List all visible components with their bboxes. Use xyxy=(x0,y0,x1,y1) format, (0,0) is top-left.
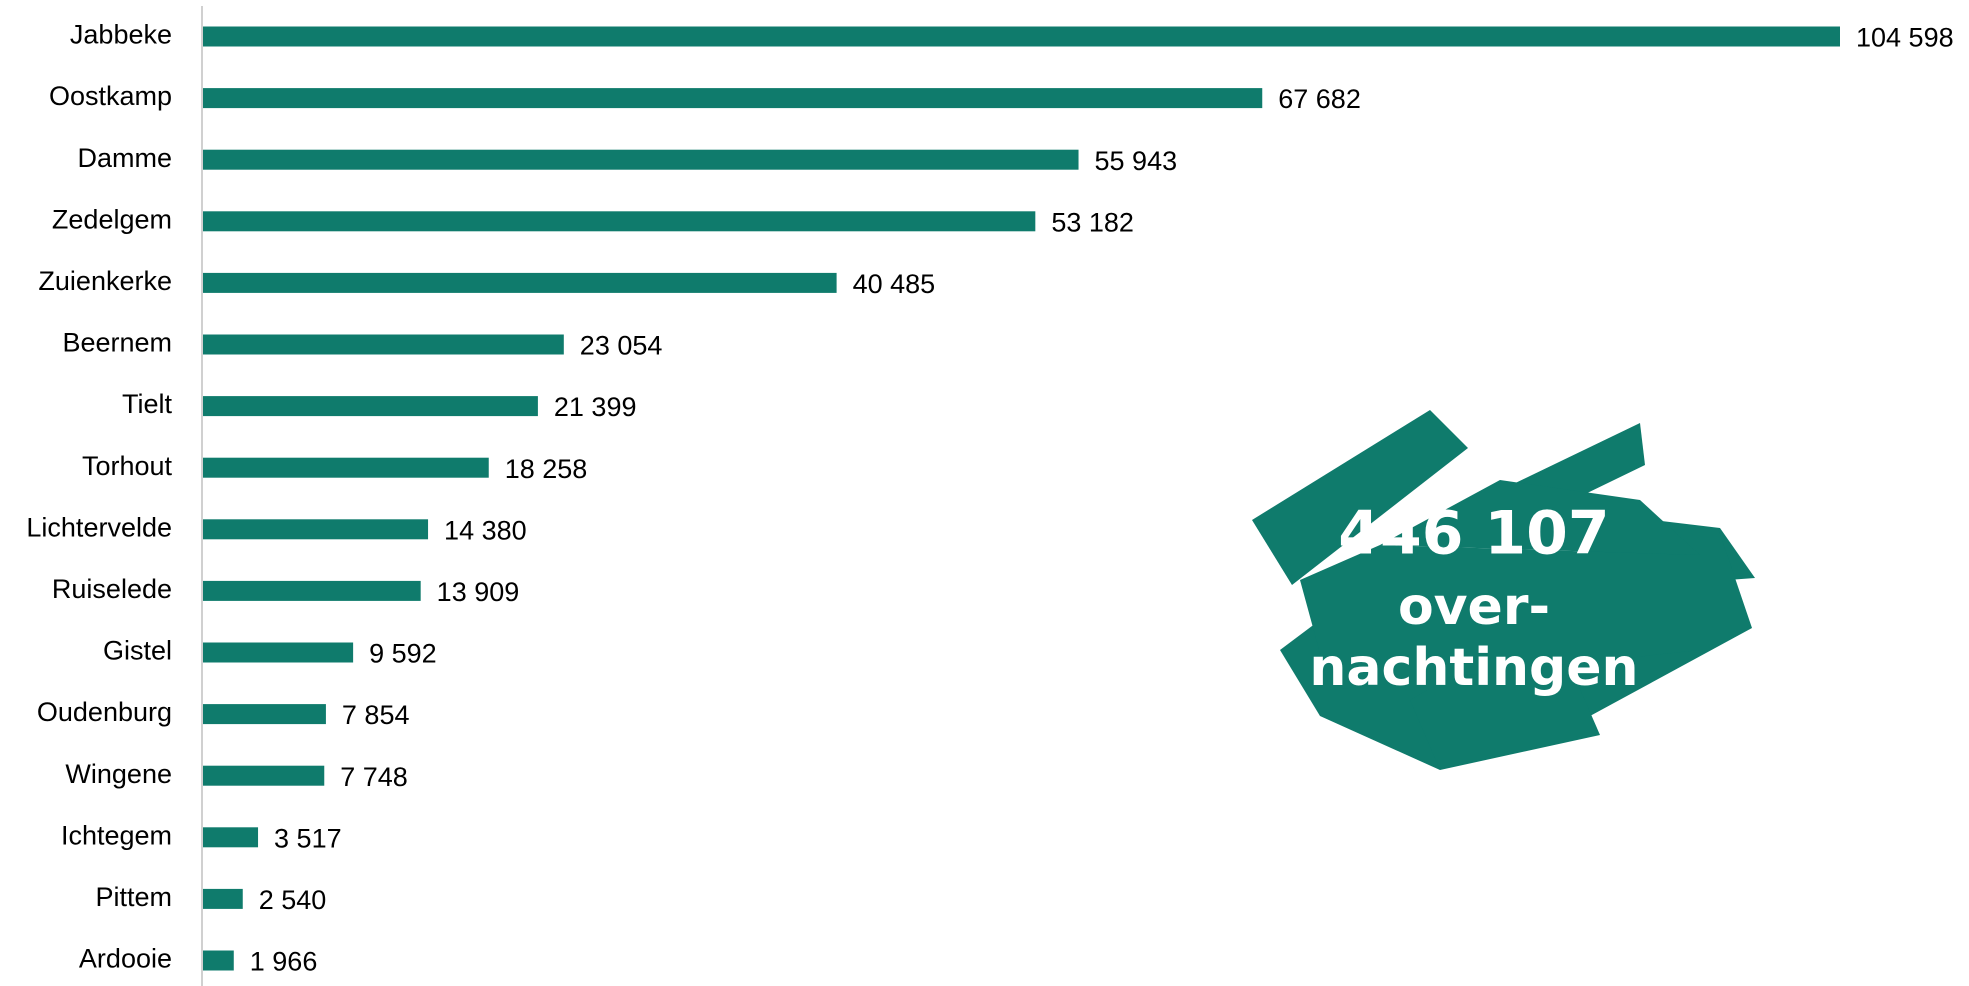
data-label: 21 399 xyxy=(554,392,637,422)
y-tick-label: Oostkamp xyxy=(49,81,172,111)
bar xyxy=(203,334,564,355)
y-tick-label: Tielt xyxy=(122,389,173,419)
bar xyxy=(203,704,326,725)
bar xyxy=(203,519,429,540)
y-tick-label: Gistel xyxy=(103,636,172,666)
y-tick-label: Oudenburg xyxy=(37,697,172,727)
data-label: 7 748 xyxy=(340,762,408,792)
data-label: 1 966 xyxy=(250,947,318,977)
y-tick-label: Wingene xyxy=(65,759,172,789)
data-label: 9 592 xyxy=(369,639,437,669)
data-label: 14 380 xyxy=(444,515,527,545)
bar xyxy=(203,88,1263,109)
y-tick-label: Damme xyxy=(77,143,172,173)
y-tick-label: Zuienkerke xyxy=(38,266,172,296)
data-label: 23 054 xyxy=(580,331,663,361)
data-label: 67 682 xyxy=(1278,84,1361,114)
bar xyxy=(203,149,1079,170)
data-label: 53 182 xyxy=(1051,207,1134,237)
y-tick-label: Ardooie xyxy=(79,944,172,974)
bar xyxy=(203,211,1036,232)
y-tick-label: Torhout xyxy=(82,451,173,481)
bar xyxy=(203,888,243,909)
data-label: 18 258 xyxy=(505,454,588,484)
data-label: 55 943 xyxy=(1095,146,1178,176)
data-label: 3 517 xyxy=(274,823,342,853)
data-label: 40 485 xyxy=(853,269,936,299)
bar xyxy=(203,457,489,478)
data-label: 7 854 xyxy=(342,700,410,730)
y-tick-label: Ichtegem xyxy=(61,820,172,850)
annotation: 446 107 xyxy=(1338,499,1609,569)
annotation: nachtingen xyxy=(1309,638,1638,698)
bar xyxy=(203,272,837,293)
bar xyxy=(203,580,421,601)
bar xyxy=(203,26,1840,47)
y-tick-label: Pittem xyxy=(95,882,172,912)
badge-shape xyxy=(1252,410,1755,770)
y-tick-label: Beernem xyxy=(62,328,172,358)
y-tick-label: Zedelgem xyxy=(52,204,172,234)
y-tick-label: Lichtervelde xyxy=(26,512,172,542)
bar xyxy=(203,765,325,786)
data-label: 104 598 xyxy=(1856,23,1954,53)
data-label: 13 909 xyxy=(437,577,520,607)
bar xyxy=(203,827,259,848)
annotation: over- xyxy=(1398,577,1550,637)
data-label: 2 540 xyxy=(259,885,327,915)
bar xyxy=(203,642,354,663)
y-tick-label: Ruiselede xyxy=(52,574,172,604)
bar xyxy=(203,396,538,417)
bar xyxy=(203,950,234,971)
y-tick-label: Jabbeke xyxy=(70,20,172,50)
